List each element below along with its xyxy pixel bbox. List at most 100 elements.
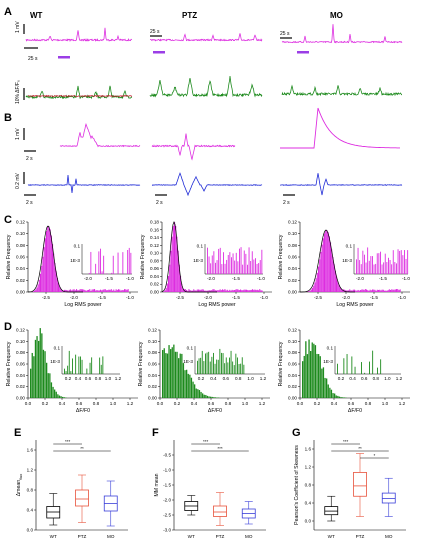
- ytick-label-d-wt-2: 0.04: [16, 373, 25, 378]
- hist-bar-d-ptz-11: [179, 353, 181, 398]
- ytick-label-c-ptz-6: 0.12: [150, 243, 159, 248]
- box-panelG-1: [353, 471, 367, 497]
- inset-xtick-c-wt-0: -2.0: [84, 276, 92, 281]
- svg-text:1 mV: 1 mV: [15, 21, 21, 33]
- inset-bar-c-ptz-15: [231, 257, 232, 274]
- hist-bar-c-wt-48: [89, 289, 91, 292]
- inset-bar-c-ptz-24: [245, 253, 247, 274]
- hist-bar-c-ptz-71: [248, 290, 250, 292]
- box-panelE-1: [75, 489, 89, 507]
- inset-bar-c-ptz-34: [261, 249, 263, 274]
- inset-ytick-d-wt-0: 0.1: [54, 346, 61, 351]
- hist-bar-c-mo-50: [367, 290, 369, 292]
- xtick-label-d-wt-5: 1.0: [110, 401, 117, 406]
- xlabel-d-mo: ΔF/F0: [348, 408, 362, 414]
- ytick-label-c-ptz-1: 0.02: [150, 282, 159, 287]
- inset-bar-d-ptz-21: [230, 350, 232, 374]
- xtick-label-c-wt-1: -2.0: [70, 295, 78, 300]
- ytick-label-d-mo-6: 0.12: [288, 328, 297, 333]
- sig-label-panelE-1: **: [80, 446, 84, 451]
- hist-bar-c-wt-80: [127, 289, 129, 292]
- inset-xtick-d-wt-1: 0.4: [75, 376, 82, 381]
- inset-xtick-c-mo-0: -2.0: [356, 276, 364, 281]
- inset-bar-c-ptz-14: [229, 252, 231, 274]
- hist-bar-d-mo-21: [335, 395, 337, 398]
- hist-bar-c-wt-39: [78, 290, 80, 292]
- inset-bar-c-wt-12: [122, 252, 124, 274]
- hist-bar-c-mo-73: [394, 289, 396, 292]
- xtick-label-panelE-2: MO: [107, 534, 115, 539]
- hist-bar-c-mo-25: [337, 281, 339, 292]
- hist-bar-d-ptz-0: [162, 350, 164, 398]
- trace-a-calcium-ptz: [149, 76, 263, 98]
- inset-ytick-d-mo-1: 1E-3: [323, 359, 333, 364]
- xtick-label-c-ptz-2: -1.5: [232, 295, 240, 300]
- hist-bar-c-wt-50: [91, 289, 93, 292]
- inset-bar-c-ptz-10: [223, 252, 224, 274]
- trace-b-ephys-wt: [59, 122, 141, 148]
- hist-bar-d-ptz-20: [194, 384, 196, 398]
- inset-xtick-c-ptz-1: -1.5: [232, 276, 240, 281]
- hist-bar-d-wt-6: [39, 328, 41, 398]
- inset-bar-c-mo-28: [400, 250, 402, 274]
- hist-bar-d-wt-14: [52, 386, 54, 398]
- hist-bar-c-ptz-45: [217, 290, 219, 292]
- inset-bar-c-mo-4: [362, 250, 364, 274]
- scalebar-b-time-1: 2 s: [24, 150, 36, 162]
- hist-bar-c-mo-34: [348, 290, 350, 292]
- inset-bar-d-wt-5: [72, 358, 73, 374]
- hist-bar-d-ptz-1: [163, 348, 165, 398]
- hist-bar-c-wt-76: [122, 290, 124, 292]
- svg-text:25 s: 25 s: [280, 31, 290, 37]
- hist-bar-c-wt-66: [110, 289, 112, 292]
- inset-bar-c-ptz-27: [250, 261, 252, 274]
- hist-bar-c-mo-63: [382, 289, 384, 292]
- hist-bar-c-mo-72: [393, 289, 395, 292]
- xtick-label-panelG-0: WT: [328, 534, 335, 539]
- ytick-label-panelF-5: -3.0: [163, 528, 171, 533]
- sig-label-panelG-2: *: [373, 453, 375, 458]
- xtick-label-panelG-1: PTZ: [356, 534, 365, 539]
- inset-bar-c-mo-9: [370, 256, 372, 274]
- hist-bar-c-wt-3: [35, 289, 37, 292]
- xtick-label-panelF-1: PTZ: [216, 534, 225, 539]
- hist-bar-c-ptz-32: [201, 289, 203, 292]
- hist-bar-c-ptz-5: [169, 264, 171, 292]
- inset-bar-d-ptz-1: [198, 358, 200, 374]
- hist-bar-c-ptz-36: [206, 290, 208, 292]
- hist-bar-c-mo-10: [319, 259, 321, 292]
- hist-bar-c-mo-32: [345, 290, 347, 292]
- svg-text:2 s: 2 s: [283, 200, 290, 206]
- hist-bar-c-mo-15: [325, 230, 327, 292]
- hist-bar-c-wt-25: [61, 290, 63, 292]
- inset-bar-c-wt-10: [114, 273, 116, 274]
- hist-bar-d-mo-13: [322, 367, 325, 398]
- hist-bar-c-mo-3: [310, 289, 312, 292]
- inset-xtick-c-wt-1: -1.5: [105, 276, 113, 281]
- hist-bar-c-mo-41: [356, 290, 358, 292]
- inset-bar-c-mo-12: [375, 263, 377, 274]
- inset-xtick-c-mo-1: -1.5: [379, 276, 387, 281]
- hist-bar-c-mo-69: [390, 289, 392, 292]
- hist-bar-c-mo-38: [352, 289, 354, 292]
- ytick-label-c-wt-0: 0.00: [16, 290, 25, 295]
- hist-bar-d-mo-19: [332, 393, 334, 398]
- hist-bar-d-wt-1: [31, 352, 33, 398]
- panel-d-histograms: 0.000.020.040.060.080.100.120.0 0.2 0.4 0.6…: [6, 328, 410, 414]
- trace-b-lfp-mo: [280, 173, 403, 196]
- inset-bar-c-mo-27: [399, 250, 401, 274]
- inset-ytick-c-ptz-0: 0.1: [197, 244, 204, 249]
- hist-bar-d-ptz-4: [168, 345, 170, 398]
- hist-bar-c-wt-73: [119, 289, 121, 292]
- ytick-label-c-mo-5: 0.10: [288, 231, 297, 236]
- hist-bar-c-mo-77: [399, 289, 401, 292]
- inset-bar-c-mo-1: [357, 247, 359, 274]
- hist-bar-d-ptz-16: [187, 373, 189, 398]
- ytick-label-d-wt-1: 0.02: [16, 384, 25, 389]
- hist-bar-d-ptz-25: [202, 393, 204, 398]
- inset-bar-d-ptz-25: [237, 357, 238, 374]
- hist-bar-c-ptz-23: [190, 290, 192, 292]
- trace-a-calcium-mo: [281, 84, 402, 97]
- ytick-label-c-ptz-7: 0.14: [150, 235, 159, 240]
